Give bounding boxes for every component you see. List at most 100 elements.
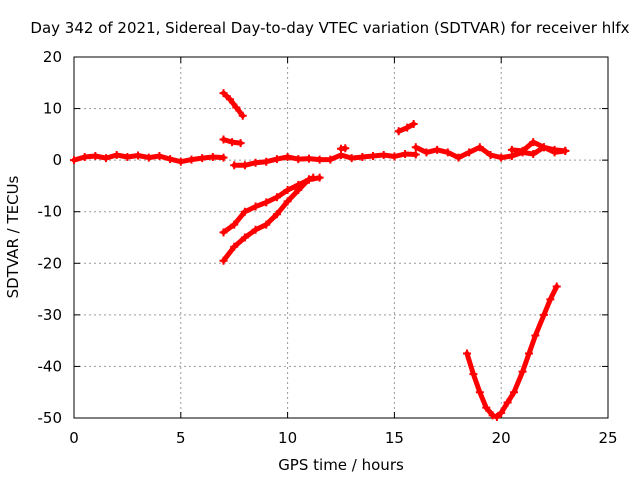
- data-point: [422, 148, 431, 157]
- plot-frame: [73, 56, 609, 419]
- data-point: [550, 148, 559, 157]
- data-point: [503, 398, 512, 407]
- data-point: [208, 153, 217, 162]
- series-arc-late-top: [507, 138, 570, 157]
- data-point: [411, 150, 420, 159]
- data-point: [309, 173, 318, 182]
- y-tick-label: -20: [38, 254, 63, 272]
- x-tick-label: 25: [598, 429, 617, 447]
- data-point: [70, 156, 78, 165]
- y-tick-label: -40: [38, 357, 63, 375]
- series-arc-low-lower: [219, 173, 318, 265]
- data-point: [230, 220, 239, 229]
- series-deep-arc: [463, 282, 561, 421]
- data-point: [304, 154, 313, 163]
- series-arc-high-1: [219, 89, 247, 120]
- data-point: [240, 233, 249, 242]
- series-line: [221, 90, 246, 119]
- data-point: [524, 349, 533, 358]
- data-point: [475, 143, 484, 152]
- data-point: [240, 207, 249, 216]
- data-point: [262, 220, 271, 229]
- series-line: [231, 151, 419, 168]
- series-layer: [70, 89, 570, 421]
- data-point: [518, 367, 527, 376]
- data-point: [228, 138, 237, 147]
- data-point: [561, 146, 570, 155]
- data-point: [539, 310, 548, 319]
- tick-labels: 0 5 10 15 20 25 -50 -40 -30 -20 -10 0 10 20: [38, 48, 618, 447]
- x-tick-label: 5: [176, 429, 186, 447]
- data-point: [497, 153, 506, 162]
- data-point: [225, 95, 234, 104]
- data-point: [409, 120, 418, 129]
- data-point: [304, 175, 313, 184]
- x-axis-title: GPS time / hours: [278, 456, 404, 474]
- data-point: [219, 89, 228, 98]
- data-point: [465, 148, 474, 157]
- data-point: [80, 153, 89, 162]
- data-point: [272, 193, 281, 202]
- data-point: [294, 155, 303, 164]
- data-point: [294, 186, 303, 195]
- y-tick-label: -50: [38, 409, 63, 427]
- data-point: [488, 411, 497, 420]
- y-tick-label: 10: [43, 100, 62, 118]
- data-point: [315, 155, 324, 164]
- x-tick-label: 20: [492, 429, 511, 447]
- data-point: [492, 412, 501, 421]
- data-point: [283, 197, 292, 206]
- data-point: [134, 151, 143, 160]
- data-point: [529, 149, 538, 158]
- data-point: [251, 158, 260, 167]
- data-point: [539, 143, 548, 152]
- data-point: [187, 155, 196, 164]
- data-point: [518, 146, 527, 155]
- data-point: [219, 135, 228, 144]
- data-point: [369, 152, 378, 161]
- data-point: [552, 282, 561, 291]
- chart-title: Day 342 of 2021, Sidereal Day-to-day VTE…: [30, 19, 629, 37]
- data-point: [240, 161, 249, 170]
- data-point: [529, 138, 538, 147]
- data-point: [219, 228, 228, 237]
- series-line: [221, 175, 316, 264]
- y-axis-title: SDTVAR / TECUs: [4, 175, 22, 298]
- data-point: [546, 295, 555, 304]
- series-short-7h: [219, 135, 245, 148]
- data-point: [394, 127, 403, 136]
- data-point: [272, 210, 281, 219]
- data-point: [219, 153, 228, 162]
- data-point: [358, 153, 367, 162]
- data-point: [341, 144, 350, 153]
- y-tick-label: 0: [52, 151, 62, 169]
- data-point: [283, 186, 292, 195]
- data-point: [347, 154, 356, 163]
- data-point: [411, 143, 420, 152]
- data-point: [433, 145, 442, 154]
- series-line: [464, 284, 560, 420]
- data-point: [251, 225, 260, 234]
- data-point: [236, 139, 245, 148]
- data-point: [283, 153, 292, 162]
- data-point: [232, 103, 241, 112]
- series-baseline-early: [70, 150, 228, 166]
- y-tick-label: -30: [38, 306, 63, 324]
- data-point: [230, 242, 239, 251]
- data-point: [507, 145, 516, 154]
- data-point: [123, 153, 132, 162]
- data-point: [454, 153, 463, 162]
- data-point: [326, 155, 335, 164]
- data-point: [251, 202, 260, 211]
- data-point: [469, 370, 478, 379]
- x-tick-label: 15: [385, 429, 404, 447]
- data-point: [112, 150, 121, 159]
- data-point: [497, 408, 506, 417]
- data-point: [463, 349, 472, 358]
- grid: [74, 57, 608, 418]
- data-point: [443, 148, 452, 157]
- data-point: [91, 152, 100, 161]
- data-point: [510, 388, 519, 397]
- data-point: [379, 150, 388, 159]
